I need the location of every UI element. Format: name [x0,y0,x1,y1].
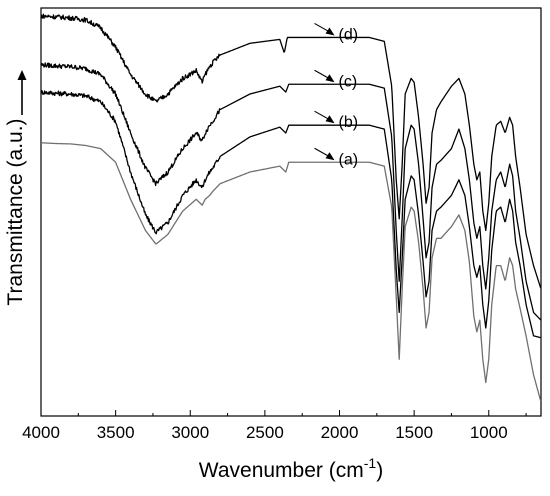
series-label: (b) [339,114,359,131]
y-axis-title: Transmittance (a.u.) [4,118,27,305]
series-label-arrowhead [325,115,335,124]
x-tick-label: 2000 [321,423,359,442]
series-line [40,142,542,402]
x-tick-label: 2500 [246,423,284,442]
series-label: (c) [339,73,358,90]
series-line [40,89,541,339]
x-tick-label: 1500 [395,423,433,442]
x-tick-label: 3000 [171,423,209,442]
series-label-arrowhead [325,74,335,83]
series-label-arrowhead [325,152,335,161]
series-line [40,62,542,321]
x-tick-label: 1000 [470,423,508,442]
x-axis-ticks: 4000 3500 3000 2500 2000 1500 1000 [22,410,527,442]
annotation-layer: (a) (b) (c) (d) [314,22,359,168]
series-label: (a) [339,151,359,168]
series-line [40,13,542,289]
x-tick-label: 4000 [22,423,60,442]
y-axis-arrow [17,70,27,115]
series-label: (d) [339,26,359,43]
x-axis-title: Wavenumber (cm-1) [199,455,383,482]
series-label-arrowhead [325,27,335,36]
plot-frame [40,7,542,417]
series-layer [40,13,542,402]
x-tick-label: 3500 [97,423,135,442]
